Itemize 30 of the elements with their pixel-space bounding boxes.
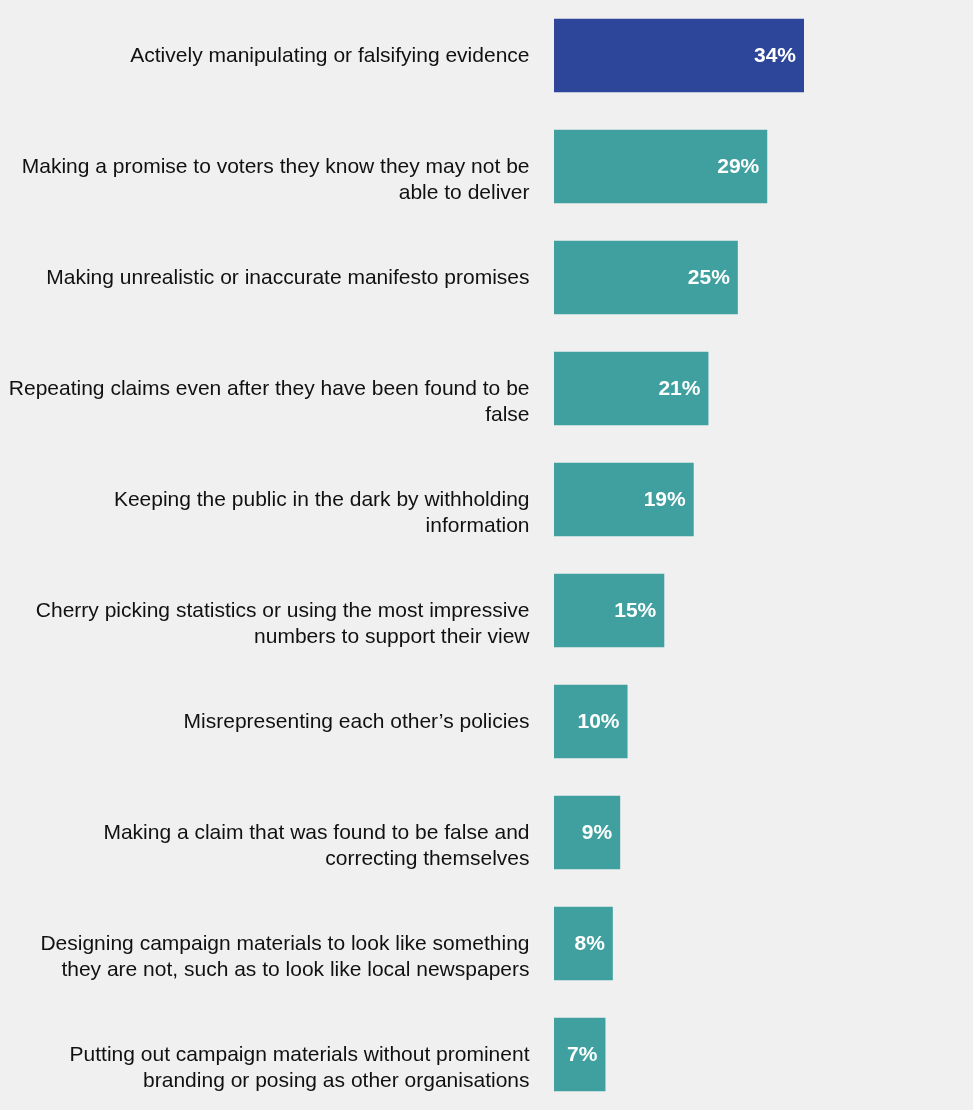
data-label: 9% xyxy=(581,819,613,843)
bar xyxy=(554,684,628,759)
bar xyxy=(554,462,694,537)
bar xyxy=(554,18,804,93)
y-tick-label: Making a promise to voters they know they may not be able to deliver xyxy=(21,153,530,203)
bar xyxy=(554,129,768,204)
y-tick-label: Putting out campaign materials without prominent branding or posing as other organisations xyxy=(69,1041,530,1091)
bar xyxy=(554,573,665,648)
data-label: 34% xyxy=(753,42,797,66)
y-tick-label: Actively manipulating or falsifying evidence xyxy=(130,42,530,66)
bar xyxy=(554,240,738,315)
data-label: 21% xyxy=(658,375,701,399)
data-label: 7% xyxy=(567,1041,598,1065)
data-label: 19% xyxy=(643,486,687,510)
y-tick-label: Designing campaign materials to look like something they are not, such as to look like local newspapers xyxy=(40,930,530,980)
bar xyxy=(554,906,613,981)
y-tick-label: Keeping the public in the dark by withholding information xyxy=(113,486,530,536)
data-label: 15% xyxy=(614,597,657,621)
data-label: 29% xyxy=(717,153,760,177)
data-label: 10% xyxy=(577,708,620,732)
y-tick-label: Making unrealistic or inaccurate manifesto promises xyxy=(46,264,530,288)
bar xyxy=(554,795,621,870)
y-tick-label: Repeating claims even after they have been found to be false xyxy=(8,375,530,425)
data-label: 25% xyxy=(687,264,731,288)
y-tick-label: Cherry picking statistics or using the most impressive numbers to support their view xyxy=(35,597,531,647)
data-label: 8% xyxy=(574,930,606,954)
bar xyxy=(554,351,709,426)
y-tick-label: Making a claim that was found to be false and correcting themselves xyxy=(103,819,530,869)
bar xyxy=(554,1017,606,1092)
y-tick-label: Misrepresenting each other’s policies xyxy=(183,708,530,732)
